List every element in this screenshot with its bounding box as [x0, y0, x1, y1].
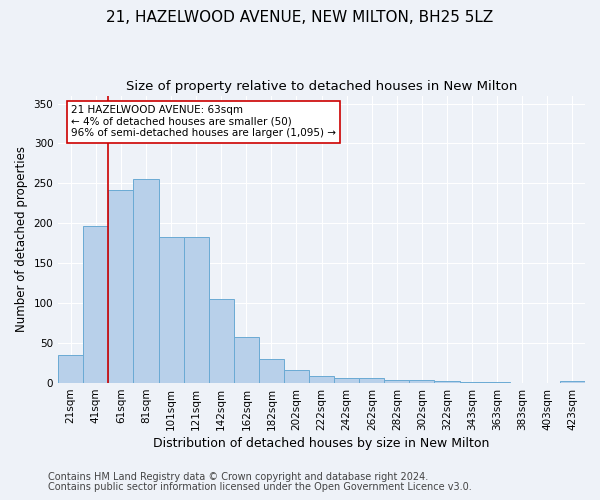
Text: 21 HAZELWOOD AVENUE: 63sqm
← 4% of detached houses are smaller (50)
96% of semi-: 21 HAZELWOOD AVENUE: 63sqm ← 4% of detac… [71, 105, 336, 138]
Bar [409, 380, 434, 383]
Bar [334, 378, 359, 383]
Text: Contains HM Land Registry data © Crown copyright and database right 2024.: Contains HM Land Registry data © Crown c… [48, 472, 428, 482]
Bar [434, 380, 460, 383]
Text: 21, HAZELWOOD AVENUE, NEW MILTON, BH25 5LZ: 21, HAZELWOOD AVENUE, NEW MILTON, BH25 5… [106, 10, 494, 25]
Title: Size of property relative to detached houses in New Milton: Size of property relative to detached ho… [126, 80, 517, 93]
Bar [309, 376, 334, 383]
Bar [209, 299, 234, 383]
Bar [133, 180, 158, 383]
Bar [259, 359, 284, 383]
Bar [58, 355, 83, 383]
Text: Contains public sector information licensed under the Open Government Licence v3: Contains public sector information licen… [48, 482, 472, 492]
Bar [158, 237, 184, 383]
Bar [385, 380, 409, 383]
Bar [560, 382, 585, 383]
Bar [83, 226, 109, 383]
X-axis label: Distribution of detached houses by size in New Milton: Distribution of detached houses by size … [154, 437, 490, 450]
Bar [234, 336, 259, 383]
Bar [109, 190, 133, 383]
Bar [184, 237, 209, 383]
Bar [359, 378, 385, 383]
Y-axis label: Number of detached properties: Number of detached properties [15, 146, 28, 332]
Bar [485, 382, 510, 383]
Bar [284, 370, 309, 383]
Bar [460, 382, 485, 383]
